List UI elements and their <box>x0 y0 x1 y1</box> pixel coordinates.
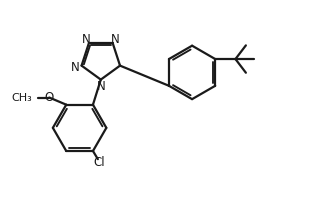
Text: Cl: Cl <box>93 156 105 169</box>
Text: N: N <box>111 33 120 46</box>
Text: O: O <box>45 91 54 104</box>
Text: N: N <box>82 33 90 46</box>
Text: CH₃: CH₃ <box>11 93 32 102</box>
Text: N: N <box>71 61 80 74</box>
Text: N: N <box>96 80 105 93</box>
